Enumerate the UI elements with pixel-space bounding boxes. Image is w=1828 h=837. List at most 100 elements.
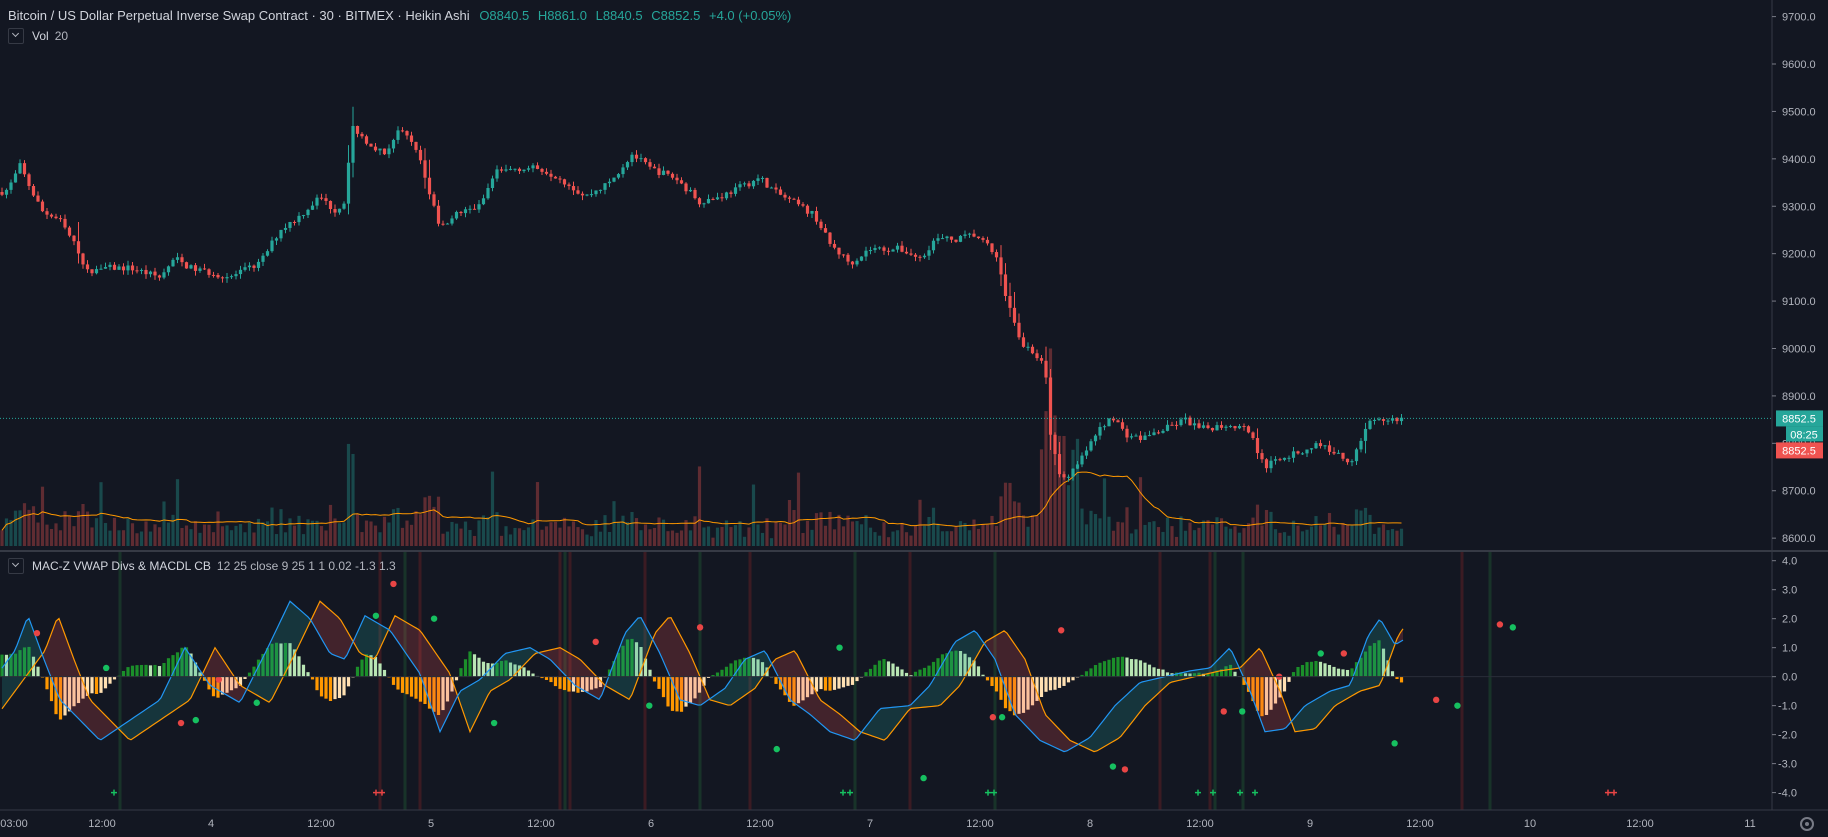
histogram-bar (774, 676, 778, 684)
histogram-bar (544, 676, 549, 680)
volume-bar (990, 515, 994, 546)
candle-body (702, 203, 706, 205)
histogram-bar (1336, 668, 1341, 677)
candle-body (630, 154, 634, 163)
volume-bar (1282, 532, 1287, 546)
macd-cloud-fill (1316, 697, 1319, 728)
collapse-toggle-icon[interactable] (8, 28, 24, 44)
histogram-bar (1345, 669, 1350, 677)
histogram-bar (963, 653, 967, 677)
histogram-bar (1044, 676, 1048, 692)
volume-bar (1368, 514, 1372, 546)
macd-cloud-fill (842, 716, 845, 737)
macd-cloud-fill (680, 634, 683, 701)
histogram-bar (913, 671, 918, 677)
time-axis[interactable]: 03:00 12:00 4 12:00 5 12:00 6 12:00 7 12:00 8 12:00… (0, 818, 1755, 830)
macd-cloud-fill (1043, 708, 1046, 744)
candle-body (432, 194, 436, 206)
macd-cloud-fill (1298, 710, 1301, 732)
macd-cloud-fill (311, 613, 314, 626)
macd-cloud-fill (1379, 620, 1382, 686)
candle-body (243, 267, 247, 270)
candle-body (760, 177, 765, 179)
candle-body (868, 250, 873, 252)
candle-body (850, 261, 855, 265)
volume-bar (486, 516, 490, 546)
volume-bar (306, 519, 310, 546)
candle-body (1363, 428, 1368, 441)
volume-bar (1066, 485, 1071, 546)
histogram-bar (558, 676, 562, 689)
candle-body (922, 255, 927, 258)
histogram-bar (148, 665, 153, 677)
histogram-bar (265, 648, 270, 677)
histogram-bar (549, 676, 553, 683)
candle-body (720, 197, 724, 199)
low-value: L8840.5 (595, 8, 643, 23)
candle-body (396, 130, 400, 140)
histogram-bar (337, 676, 342, 699)
macd-cloud-fill (26, 618, 29, 677)
indicator-legend[interactable]: MAC-Z VWAP Divs & MACDL CB 12 25 close 9… (8, 558, 396, 574)
volume-bar (454, 523, 459, 546)
candle-body (1327, 445, 1332, 452)
macd-cloud-fill (218, 652, 221, 692)
volume-bar (693, 516, 697, 546)
histogram-bar (9, 653, 13, 677)
collapse-toggle-icon[interactable] (8, 558, 24, 574)
candle-body (1368, 420, 1372, 429)
settings-gear-icon[interactable] (1800, 817, 1814, 831)
candle-body (459, 211, 463, 214)
volume-bar (909, 535, 913, 546)
indicator-pane[interactable] (0, 552, 1772, 810)
candle-body (535, 165, 540, 169)
macd-cloud-fill (758, 652, 761, 684)
last-price-badge-bg (1776, 410, 1823, 427)
macd-cloud-fill (410, 624, 413, 664)
volume-bar (252, 532, 256, 546)
candlesticks[interactable] (0, 106, 1404, 482)
volume-bar (315, 520, 319, 546)
symbol-legend[interactable]: Bitcoin / US Dollar Perpetual Inverse Sw… (8, 8, 796, 23)
time-tick-label: 12:00 (88, 818, 116, 830)
histogram-bar (261, 653, 265, 677)
candle-body (585, 194, 589, 196)
volume-bar (967, 530, 972, 546)
time-tick-label: 12:00 (307, 818, 335, 830)
macd-cloud-fill (623, 632, 626, 698)
histogram-bar (283, 642, 288, 677)
macd-cloud-fill (65, 634, 68, 708)
macd-cloud-fill (641, 617, 644, 671)
macd-cloud-fill (614, 654, 617, 693)
candle-body (171, 259, 175, 267)
macd-cloud-fill (14, 645, 17, 693)
divergence-dot (646, 702, 653, 709)
volume-bar (1395, 530, 1399, 546)
candle-body (607, 181, 612, 184)
histogram-bar (319, 676, 324, 697)
macd-cloud-fill (1118, 700, 1121, 739)
histogram-bar (756, 659, 760, 677)
macd-cloud-fill (1334, 689, 1337, 707)
macd-cloud-fill (1223, 651, 1226, 671)
histogram-bar (1278, 676, 1282, 698)
macd-cloud-fill (563, 649, 566, 676)
macd-cloud-fill (674, 623, 677, 693)
bid-price-badge-bg (1776, 442, 1823, 459)
candle-body (697, 198, 702, 205)
macd-cloud-fill (506, 652, 509, 682)
candle-body (639, 158, 643, 160)
volume-legend[interactable]: Vol 20 (8, 28, 68, 44)
candle-body (427, 177, 432, 195)
histogram-bar (873, 664, 877, 677)
volume-bar (405, 520, 409, 546)
macd-cloud-fill (1004, 630, 1007, 693)
macd-cloud-fill (1196, 669, 1199, 677)
divergence-dot (390, 580, 397, 588)
price-tick-label: 9100.0 (1782, 296, 1816, 308)
volume-bar (769, 538, 774, 546)
volume-bar (1314, 516, 1318, 546)
histogram-bar (1066, 676, 1071, 683)
